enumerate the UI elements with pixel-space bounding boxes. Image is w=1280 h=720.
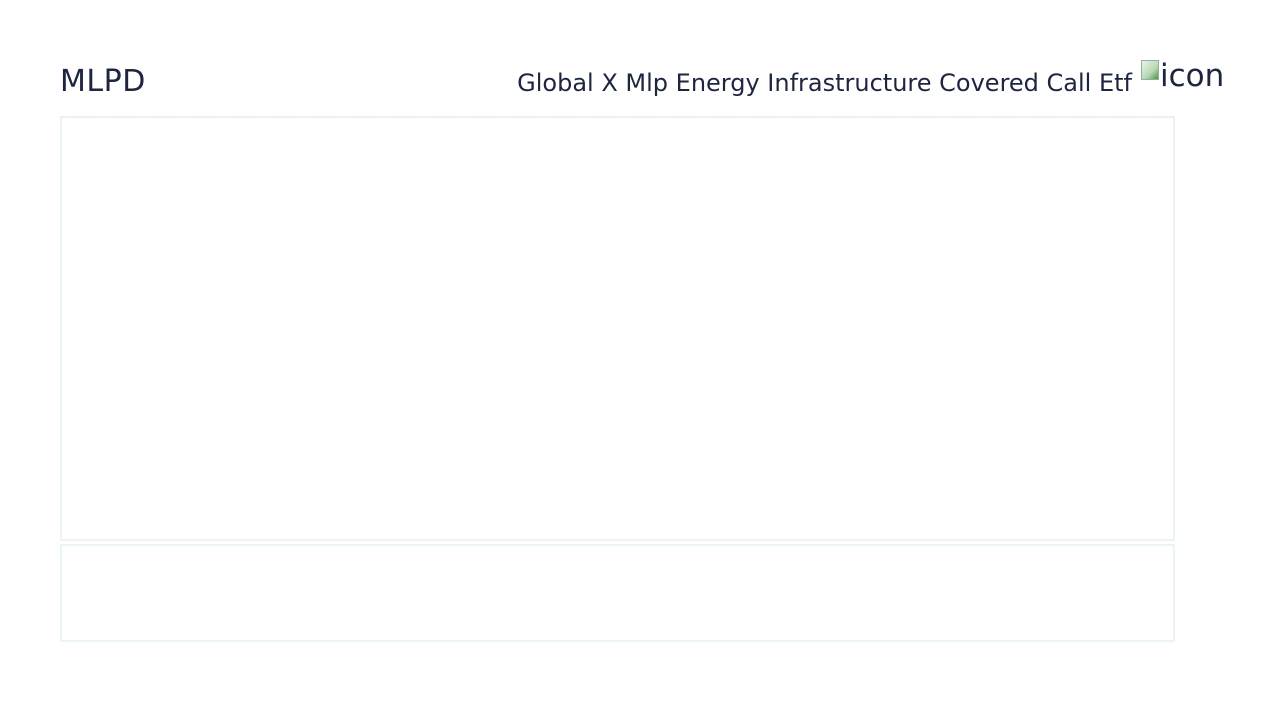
rsi-pane-frame [60,544,1175,642]
ticker-symbol: MLPD [60,64,146,99]
fund-logo: icon [1141,58,1224,94]
logo-alt-text: icon [1160,58,1225,94]
fund-name: Global X Mlp Energy Infrastructure Cover… [517,69,1132,97]
price-pane-frame [60,116,1175,541]
broken-image-icon [1141,60,1159,80]
